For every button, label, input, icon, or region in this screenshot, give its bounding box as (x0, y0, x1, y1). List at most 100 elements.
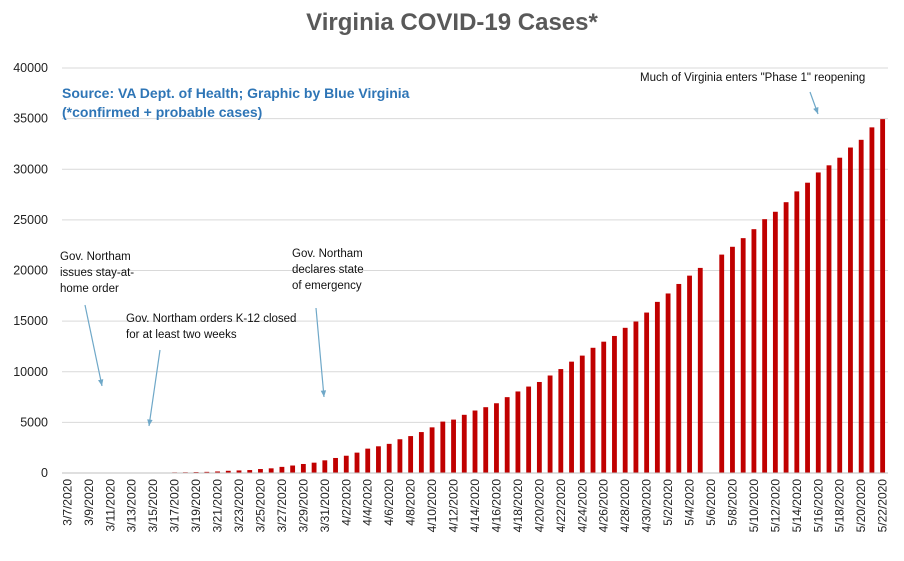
x-tick-label: 5/16/2020 (811, 479, 825, 533)
x-tick-label: 5/12/2020 (768, 479, 782, 533)
bar (504, 397, 510, 473)
x-tick-label: 4/10/2020 (425, 479, 439, 533)
annotation-text: for at least two weeks (126, 329, 237, 341)
bar (408, 436, 414, 473)
bar (536, 381, 542, 473)
bar (333, 457, 338, 473)
x-tick-label: 3/9/2020 (82, 479, 96, 526)
bar (837, 157, 843, 473)
x-tick-label: 4/4/2020 (361, 479, 375, 526)
bar (397, 439, 403, 473)
x-tick-label: 3/31/2020 (318, 479, 332, 533)
x-tick-label: 5/22/2020 (876, 479, 890, 533)
bar (880, 119, 886, 473)
arrowhead-icon (320, 390, 327, 397)
bar (719, 254, 725, 473)
bar (247, 470, 253, 473)
source-note: Source: VA Dept. of Health; Graphic by B… (62, 85, 410, 120)
bar (258, 469, 263, 473)
x-tick-label: 5/4/2020 (683, 479, 697, 526)
y-tick-label: 40000 (13, 61, 48, 75)
chart-title: Virginia COVID-19 Cases* (306, 9, 598, 36)
bar (783, 202, 789, 473)
bar (665, 293, 671, 473)
y-axis-ticks: 0 5000 10000 15000 20000 25000 30000 35000 40000 (13, 61, 48, 480)
bar (290, 465, 296, 473)
bar (365, 448, 371, 473)
x-tick-label: 3/17/2020 (168, 479, 182, 533)
x-tick-label: 3/21/2020 (211, 479, 225, 533)
x-tick-label: 5/10/2020 (747, 479, 761, 533)
bar (633, 321, 639, 473)
annotation: Gov. Northam orders K-12 closed for at le… (126, 313, 296, 427)
x-tick-label: 5/18/2020 (833, 479, 847, 533)
x-tick-label: 3/19/2020 (189, 479, 203, 533)
x-tick-label: 5/2/2020 (661, 479, 675, 526)
arrowhead-icon (813, 107, 819, 114)
x-tick-label: 4/24/2020 (575, 479, 589, 533)
x-tick-label: 4/12/2020 (447, 479, 461, 533)
bar (354, 452, 360, 473)
x-tick-label: 4/20/2020 (532, 479, 546, 533)
bar (515, 391, 521, 473)
bar (558, 369, 564, 473)
bar (204, 471, 210, 473)
bar (418, 432, 424, 473)
bar (848, 147, 853, 473)
x-tick-label: 4/26/2020 (597, 479, 611, 533)
x-tick-label: 5/6/2020 (704, 479, 718, 526)
bar (622, 327, 628, 473)
annotation-arrow (315, 307, 325, 398)
bar (826, 165, 832, 473)
bar (815, 172, 821, 473)
bar (483, 407, 489, 473)
y-tick-label: 25000 (13, 213, 48, 227)
bars (64, 119, 886, 474)
x-tick-label: 5/20/2020 (854, 479, 868, 533)
bar (740, 238, 746, 473)
y-tick-label: 15000 (13, 314, 48, 328)
bar (451, 419, 456, 473)
y-tick-label: 20000 (13, 264, 48, 278)
gridlines (62, 67, 888, 423)
x-tick-label: 5/8/2020 (725, 479, 739, 526)
y-tick-label: 0 (41, 466, 48, 480)
x-tick-label: 3/7/2020 (60, 479, 74, 526)
y-tick-label: 10000 (13, 365, 48, 379)
bar (386, 443, 392, 473)
bar (429, 427, 435, 473)
bar (676, 283, 682, 473)
x-tick-label: 4/8/2020 (404, 479, 418, 526)
annotation-text: issues stay-at- (60, 267, 134, 279)
bar (858, 139, 864, 473)
bar (762, 219, 768, 473)
bar (869, 127, 875, 474)
annotation-text: declares state (292, 264, 364, 276)
bar (697, 267, 703, 473)
bar (526, 386, 532, 473)
bar (612, 335, 617, 473)
bar (569, 361, 574, 473)
bar (590, 347, 596, 473)
bar (579, 355, 585, 473)
bar (730, 246, 735, 473)
bar (687, 275, 692, 473)
x-tick-label: 3/11/2020 (103, 479, 117, 532)
bar (225, 470, 231, 473)
annotation: Gov. Northam declares state of emergency (292, 248, 364, 398)
bar (311, 462, 317, 473)
annotation-text: home order (60, 283, 119, 295)
bar (322, 460, 328, 473)
x-tick-label: 4/18/2020 (511, 479, 525, 533)
bar (494, 403, 499, 473)
bar (461, 414, 467, 473)
bar (268, 468, 274, 473)
x-tick-label: 4/2/2020 (339, 479, 353, 526)
bar (547, 375, 553, 473)
bar (805, 182, 810, 473)
bar (601, 341, 607, 473)
x-tick-label: 4/28/2020 (618, 479, 632, 533)
annotation-text: of emergency (292, 280, 362, 292)
x-tick-label: 4/30/2020 (640, 479, 654, 533)
